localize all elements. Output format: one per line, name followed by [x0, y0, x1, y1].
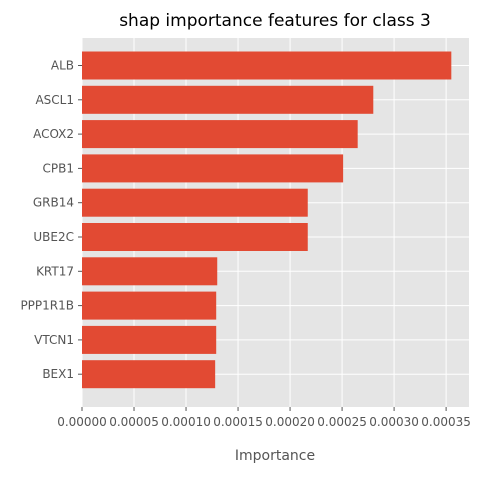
x-tick-label: 0.00015 — [213, 415, 263, 429]
chart-title: shap importance features for class 3 — [119, 11, 431, 31]
x-axis-label: Importance — [235, 448, 315, 464]
y-tick-label: ASCL1 — [35, 93, 74, 107]
bar-cpb1 — [82, 154, 344, 183]
y-tick-label: UBE2C — [33, 230, 74, 244]
y-tick-label: CPB1 — [43, 161, 74, 175]
x-tick-label: 0.00025 — [317, 415, 367, 429]
y-tick-label: BEX1 — [42, 367, 74, 381]
bar-bex1 — [82, 360, 216, 389]
x-tick-label: 0.00005 — [109, 415, 159, 429]
x-tick-labels: 0.00000 0.00005 0.00010 0.00015 0.00020 0.000… — [57, 407, 471, 429]
bar-krt17 — [82, 257, 218, 286]
y-tick-label: KRT17 — [36, 264, 74, 278]
x-tick-label: 0.00020 — [265, 415, 315, 429]
bar-acox2 — [82, 120, 358, 149]
bar-alb — [82, 51, 452, 80]
bar-ascl1 — [82, 85, 374, 114]
bar-vtcn1 — [82, 325, 217, 354]
bars — [82, 51, 452, 389]
bar-ube2c — [82, 223, 308, 251]
x-tick-label: 0.00030 — [369, 415, 419, 429]
y-tick-label: GRB14 — [33, 196, 74, 210]
bar-grb14 — [82, 188, 308, 217]
y-tick-label: PPP1R1B — [20, 299, 74, 313]
x-tick-label: 0.00000 — [57, 415, 107, 429]
y-tick-label: ALB — [51, 59, 74, 73]
y-tick-labels: ALB ASCL1 ACOX2 CPB1 GRB14 UBE2C KRT17 PPP1R1B V… — [20, 59, 82, 381]
x-tick-label: 0.00010 — [161, 415, 211, 429]
y-tick-label: VTCN1 — [34, 333, 74, 347]
x-tick-label: 0.00035 — [421, 415, 471, 429]
y-tick-label: ACOX2 — [33, 127, 74, 141]
bar-ppp1r1b — [82, 291, 217, 320]
